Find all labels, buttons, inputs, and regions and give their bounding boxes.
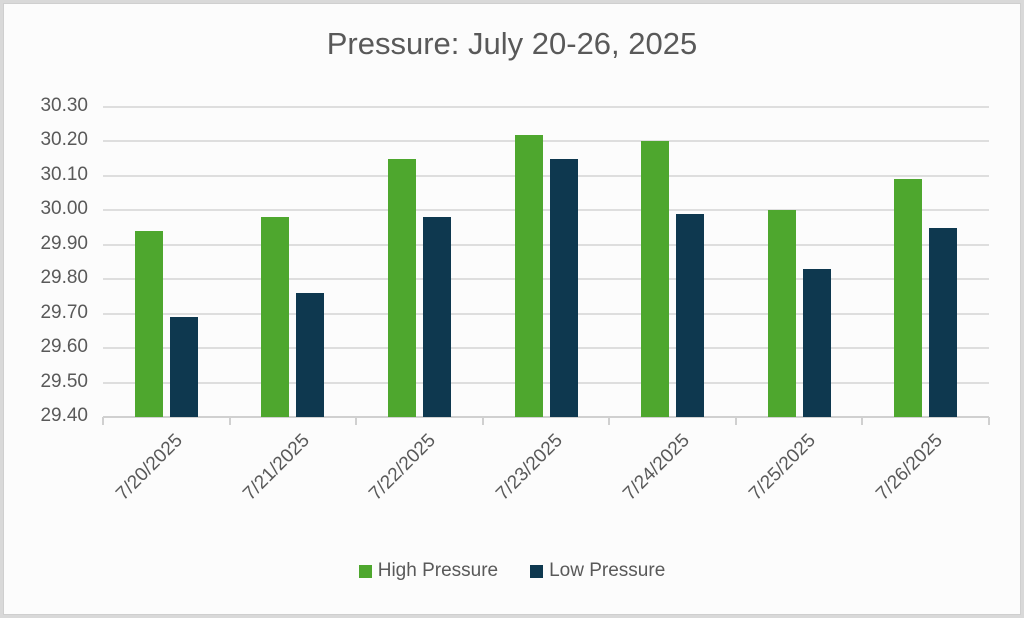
legend: High Pressure Low Pressure bbox=[0, 560, 1024, 582]
x-tick-mark bbox=[355, 417, 358, 425]
chart-frame bbox=[3, 3, 1021, 615]
gridline bbox=[103, 243, 989, 246]
y-tick-label: 29.90 bbox=[40, 232, 88, 254]
bar-low-pressure bbox=[549, 158, 578, 417]
y-tick-label: 30.10 bbox=[40, 163, 88, 185]
legend-item-high: High Pressure bbox=[358, 560, 499, 582]
y-tick-label: 29.80 bbox=[40, 267, 88, 289]
bar-high-pressure bbox=[387, 158, 416, 417]
x-tick-mark bbox=[102, 417, 104, 425]
bar-low-pressure bbox=[296, 293, 325, 417]
gridline bbox=[103, 347, 989, 350]
y-tick-label: 30.20 bbox=[40, 129, 88, 151]
gridline bbox=[103, 140, 989, 143]
y-tick-label: 30.00 bbox=[40, 198, 88, 220]
x-axis bbox=[103, 416, 989, 418]
legend-item-low: Low Pressure bbox=[530, 560, 665, 582]
gridline bbox=[103, 278, 989, 281]
bar-low-pressure bbox=[802, 268, 831, 417]
y-tick-label: 29.60 bbox=[40, 336, 88, 358]
legend-swatch-high bbox=[358, 564, 372, 578]
legend-label-low: Low Pressure bbox=[549, 560, 666, 581]
bar-low-pressure bbox=[169, 317, 198, 417]
gridline bbox=[103, 174, 989, 177]
y-tick-label: 29.40 bbox=[40, 405, 88, 426]
legend-swatch-low bbox=[530, 564, 544, 578]
chart-title: Pressure: July 20-26, 2025 bbox=[326, 26, 698, 61]
x-tick-mark bbox=[481, 417, 484, 425]
legend-label-high: High Pressure bbox=[377, 560, 499, 581]
y-tick-label: 29.70 bbox=[40, 301, 88, 323]
bar-high-pressure bbox=[641, 141, 670, 417]
bar-high-pressure bbox=[134, 231, 163, 417]
bar-high-pressure bbox=[261, 217, 290, 417]
x-tick-mark bbox=[734, 417, 737, 425]
bar-low-pressure bbox=[676, 213, 705, 417]
bar-high-pressure bbox=[514, 134, 543, 417]
x-tick-mark bbox=[861, 417, 864, 425]
y-tick-label: 29.50 bbox=[40, 370, 88, 392]
gridline bbox=[103, 106, 989, 108]
bar-high-pressure bbox=[894, 179, 923, 417]
bar-low-pressure bbox=[422, 217, 451, 417]
x-tick-mark bbox=[988, 417, 990, 425]
bar-high-pressure bbox=[767, 210, 796, 417]
gridline bbox=[103, 381, 989, 384]
gridline bbox=[103, 312, 989, 315]
x-tick-mark bbox=[228, 417, 231, 425]
bar-low-pressure bbox=[929, 227, 958, 417]
gridline bbox=[103, 209, 989, 212]
x-tick-mark bbox=[608, 417, 611, 425]
y-tick-label: 30.30 bbox=[40, 95, 88, 116]
